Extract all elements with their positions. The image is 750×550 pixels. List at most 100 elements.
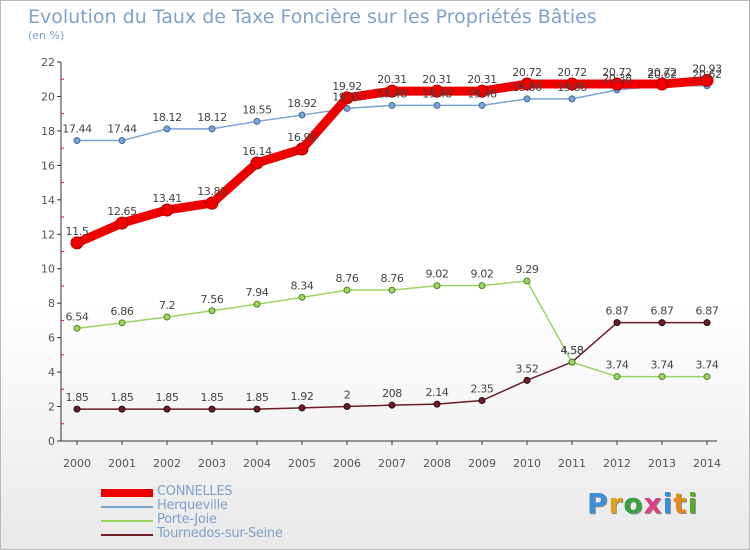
x-tick-label: 2001 [108, 457, 136, 470]
data-label: 1.85 [66, 391, 89, 404]
data-label: 19.31 [332, 90, 362, 103]
data-label: 19.48 [377, 87, 407, 100]
data-point [208, 405, 216, 413]
data-label: 19.86 [512, 81, 542, 94]
data-label: 7.2 [159, 299, 175, 312]
data-label: 16.14 [242, 145, 272, 158]
data-point [385, 84, 399, 98]
data-label: 20.72 [512, 66, 542, 79]
data-label: 6.87 [651, 305, 674, 318]
data-point [430, 84, 444, 98]
data-label: 3.74 [696, 359, 719, 372]
legend-label: Porte-Joie [157, 512, 217, 527]
data-label: 8.34 [291, 279, 314, 292]
data-label: 208 [382, 387, 402, 400]
data-point [298, 404, 306, 412]
data-point [388, 101, 396, 109]
data-point [658, 373, 666, 381]
data-label: 1.92 [291, 390, 314, 403]
data-label: 1.85 [246, 391, 269, 404]
y-tick-label: 4 [48, 366, 55, 379]
data-point [703, 373, 711, 381]
data-label: 9.02 [426, 268, 449, 281]
x-tick-label: 2010 [513, 457, 541, 470]
data-point [433, 101, 441, 109]
data-point [73, 405, 81, 413]
legend-label: Tournedos-sur-Seine [157, 526, 283, 541]
x-tick-label: 2012 [603, 457, 631, 470]
data-point [205, 196, 219, 210]
data-point [523, 277, 531, 285]
data-label: 13.41 [152, 192, 182, 205]
logo-letter: P [587, 487, 609, 520]
data-point [163, 125, 171, 133]
data-label: 6.54 [66, 310, 89, 323]
data-point [478, 101, 486, 109]
logo-letter: i [687, 487, 699, 520]
y-tick-label: 12 [41, 228, 55, 241]
y-tick-label: 18 [41, 125, 55, 138]
data-label: 18.12 [152, 111, 182, 124]
x-tick-label: 2013 [648, 457, 676, 470]
x-tick-label: 2006 [333, 457, 361, 470]
data-point [118, 137, 126, 145]
data-point [118, 405, 126, 413]
legend-swatch [101, 534, 153, 536]
data-point [523, 376, 531, 384]
chart-title: Evolution du Taux de Taxe Foncière sur l… [28, 6, 597, 28]
legend-swatch [101, 489, 153, 497]
legend-swatch [101, 506, 153, 508]
data-point [475, 84, 489, 98]
data-point [343, 104, 351, 112]
data-point [655, 77, 669, 91]
data-label: 20.38 [602, 72, 632, 85]
data-point [70, 236, 84, 250]
data-label: 20.62 [647, 68, 677, 81]
data-label: 9.29 [516, 263, 539, 276]
data-label: 3.52 [516, 362, 539, 375]
logo-letter: o [623, 487, 644, 520]
series-connelles [70, 73, 714, 250]
legend-label: CONNELLES [157, 484, 233, 499]
logo-letter: x [643, 487, 663, 520]
logo-letter: i [662, 487, 674, 520]
x-tick-label: 2002 [153, 457, 181, 470]
data-point [703, 319, 711, 327]
data-point [433, 282, 441, 290]
legend-label: Herqueville [157, 498, 228, 513]
data-label: 20.72 [557, 66, 587, 79]
logo-letter: r [608, 487, 624, 520]
data-point [478, 397, 486, 405]
x-tick-label: 2000 [63, 457, 91, 470]
data-point [568, 358, 576, 366]
data-label: 19.48 [422, 87, 452, 100]
data-point [298, 293, 306, 301]
data-point [163, 313, 171, 321]
data-point [343, 403, 351, 411]
data-label: 16.95 [287, 131, 317, 144]
series-tournedos-sur-seine [73, 319, 711, 413]
data-point [658, 319, 666, 327]
data-label: 12.65 [107, 205, 137, 218]
data-point [523, 95, 531, 103]
data-label: 2.35 [471, 383, 494, 396]
data-label: 20.72 [647, 66, 677, 79]
data-label: 20.31 [467, 73, 497, 86]
x-tick-label: 2008 [423, 457, 451, 470]
data-label: 7.94 [246, 286, 269, 299]
data-point [613, 373, 621, 381]
data-label: 8.76 [336, 272, 359, 285]
data-point [73, 137, 81, 145]
data-label: 2 [344, 389, 351, 402]
data-label: 19.48 [467, 87, 497, 100]
data-point [520, 77, 534, 91]
data-label: 17.44 [62, 123, 92, 136]
y-tick-label: 6 [48, 332, 55, 345]
x-tick-label: 2003 [198, 457, 226, 470]
x-tick-label: 2014 [693, 457, 721, 470]
series-porte-joie [73, 277, 711, 381]
logo-letter: t [673, 487, 688, 520]
data-point [700, 73, 714, 87]
